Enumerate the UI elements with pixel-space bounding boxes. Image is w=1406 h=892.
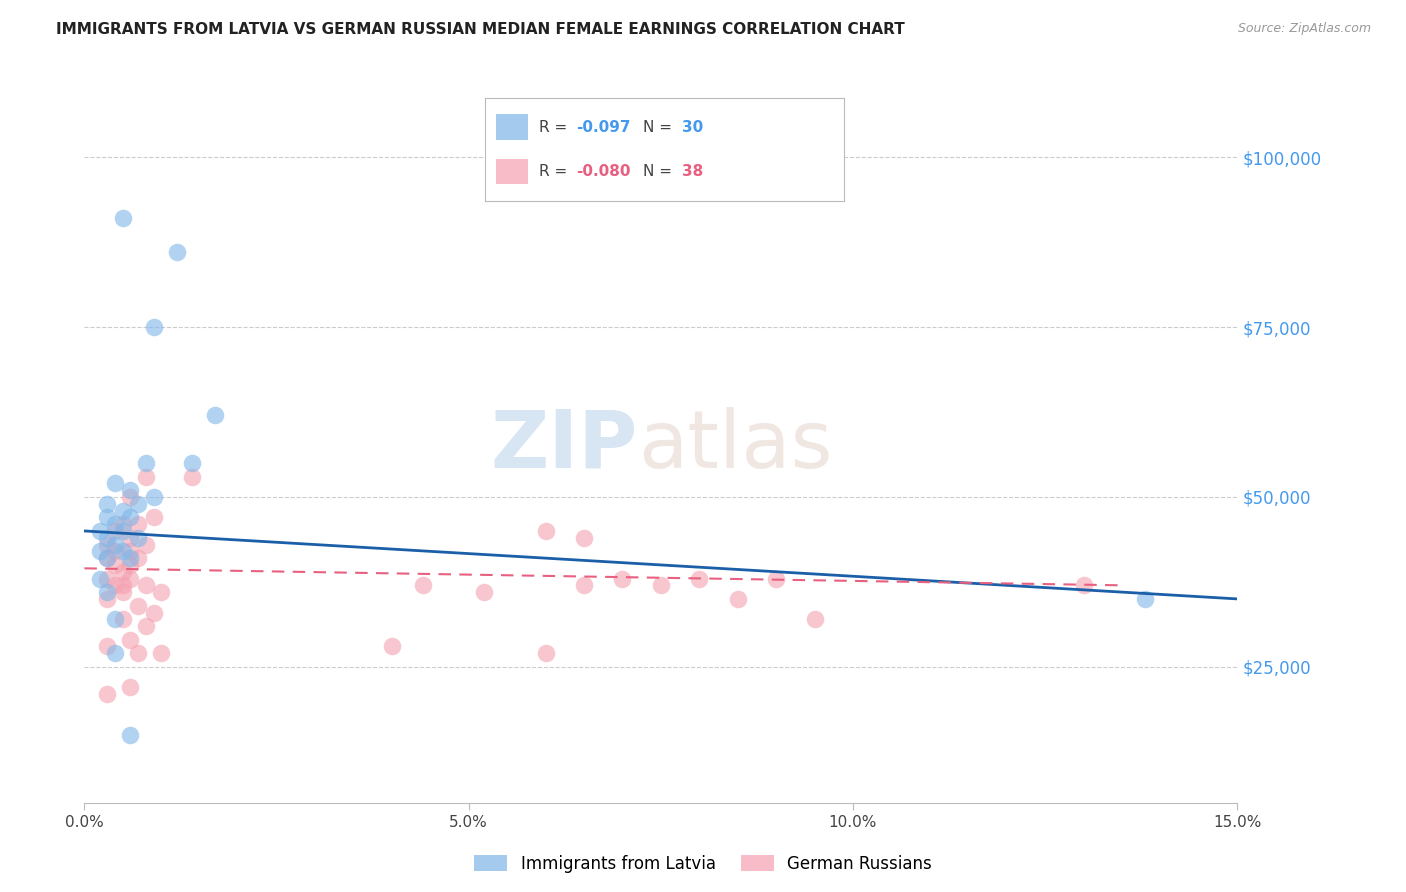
German Russians <box>181 469 204 483</box>
German Russians <box>96 551 118 566</box>
German Russians <box>803 612 825 626</box>
Bar <box>496 159 529 185</box>
Immigrants from Latvia <box>96 531 118 545</box>
Immigrants from Latvia <box>104 612 127 626</box>
German Russians <box>96 687 118 701</box>
German Russians <box>135 537 157 551</box>
Immigrants from Latvia <box>120 483 142 498</box>
German Russians <box>127 551 149 566</box>
German Russians <box>104 544 127 558</box>
German Russians <box>135 469 157 483</box>
German Russians <box>534 524 557 538</box>
German Russians <box>727 591 749 606</box>
German Russians <box>120 531 142 545</box>
Immigrants from Latvia <box>111 544 134 558</box>
German Russians <box>572 578 595 592</box>
Immigrants from Latvia <box>104 646 127 660</box>
German Russians <box>472 585 495 599</box>
Text: N =: N = <box>643 120 676 135</box>
German Russians <box>120 558 142 572</box>
German Russians <box>150 585 173 599</box>
German Russians <box>111 578 134 592</box>
German Russians <box>120 680 142 694</box>
Immigrants from Latvia <box>142 490 165 504</box>
Immigrants from Latvia <box>1133 591 1156 606</box>
Immigrants from Latvia <box>120 728 142 742</box>
Immigrants from Latvia <box>104 476 127 491</box>
Text: atlas: atlas <box>638 407 832 485</box>
Immigrants from Latvia <box>111 524 134 538</box>
Immigrants from Latvia <box>89 544 111 558</box>
Immigrants from Latvia <box>111 211 134 226</box>
German Russians <box>412 578 434 592</box>
German Russians <box>120 490 142 504</box>
Immigrants from Latvia <box>104 537 127 551</box>
Text: R =: R = <box>538 164 572 179</box>
German Russians <box>104 524 127 538</box>
Immigrants from Latvia <box>104 517 127 532</box>
Text: N =: N = <box>643 164 676 179</box>
Immigrants from Latvia <box>166 245 188 260</box>
German Russians <box>96 640 118 654</box>
German Russians <box>120 544 142 558</box>
Text: 30: 30 <box>682 120 703 135</box>
German Russians <box>104 578 127 592</box>
Immigrants from Latvia <box>89 524 111 538</box>
Immigrants from Latvia <box>111 503 134 517</box>
German Russians <box>135 578 157 592</box>
Immigrants from Latvia <box>96 497 118 511</box>
Immigrants from Latvia <box>127 497 149 511</box>
Immigrants from Latvia <box>120 551 142 566</box>
German Russians <box>572 531 595 545</box>
German Russians <box>534 646 557 660</box>
Immigrants from Latvia <box>96 585 118 599</box>
Text: IMMIGRANTS FROM LATVIA VS GERMAN RUSSIAN MEDIAN FEMALE EARNINGS CORRELATION CHAR: IMMIGRANTS FROM LATVIA VS GERMAN RUSSIAN… <box>56 22 905 37</box>
Text: -0.097: -0.097 <box>576 120 631 135</box>
Immigrants from Latvia <box>96 510 118 524</box>
German Russians <box>688 572 710 586</box>
Immigrants from Latvia <box>127 531 149 545</box>
German Russians <box>120 632 142 647</box>
Text: R =: R = <box>538 120 572 135</box>
Text: 38: 38 <box>682 164 703 179</box>
Immigrants from Latvia <box>181 456 204 470</box>
Immigrants from Latvia <box>204 409 226 423</box>
German Russians <box>150 646 173 660</box>
Immigrants from Latvia <box>120 510 142 524</box>
German Russians <box>96 591 118 606</box>
German Russians <box>142 510 165 524</box>
German Russians <box>111 517 134 532</box>
Text: -0.080: -0.080 <box>576 164 631 179</box>
German Russians <box>127 517 149 532</box>
Immigrants from Latvia <box>96 551 118 566</box>
Immigrants from Latvia <box>135 456 157 470</box>
German Russians <box>381 640 404 654</box>
German Russians <box>135 619 157 633</box>
Text: Source: ZipAtlas.com: Source: ZipAtlas.com <box>1237 22 1371 36</box>
German Russians <box>111 585 134 599</box>
German Russians <box>612 572 634 586</box>
German Russians <box>765 572 787 586</box>
German Russians <box>650 578 672 592</box>
German Russians <box>111 612 134 626</box>
Text: ZIP: ZIP <box>491 407 638 485</box>
German Russians <box>96 572 118 586</box>
Immigrants from Latvia <box>142 320 165 334</box>
German Russians <box>111 565 134 579</box>
German Russians <box>1073 578 1095 592</box>
Legend: Immigrants from Latvia, German Russians: Immigrants from Latvia, German Russians <box>467 848 939 880</box>
German Russians <box>127 599 149 613</box>
German Russians <box>127 646 149 660</box>
German Russians <box>96 537 118 551</box>
German Russians <box>120 572 142 586</box>
Bar <box>496 114 529 140</box>
German Russians <box>104 558 127 572</box>
Immigrants from Latvia <box>89 572 111 586</box>
German Russians <box>142 606 165 620</box>
